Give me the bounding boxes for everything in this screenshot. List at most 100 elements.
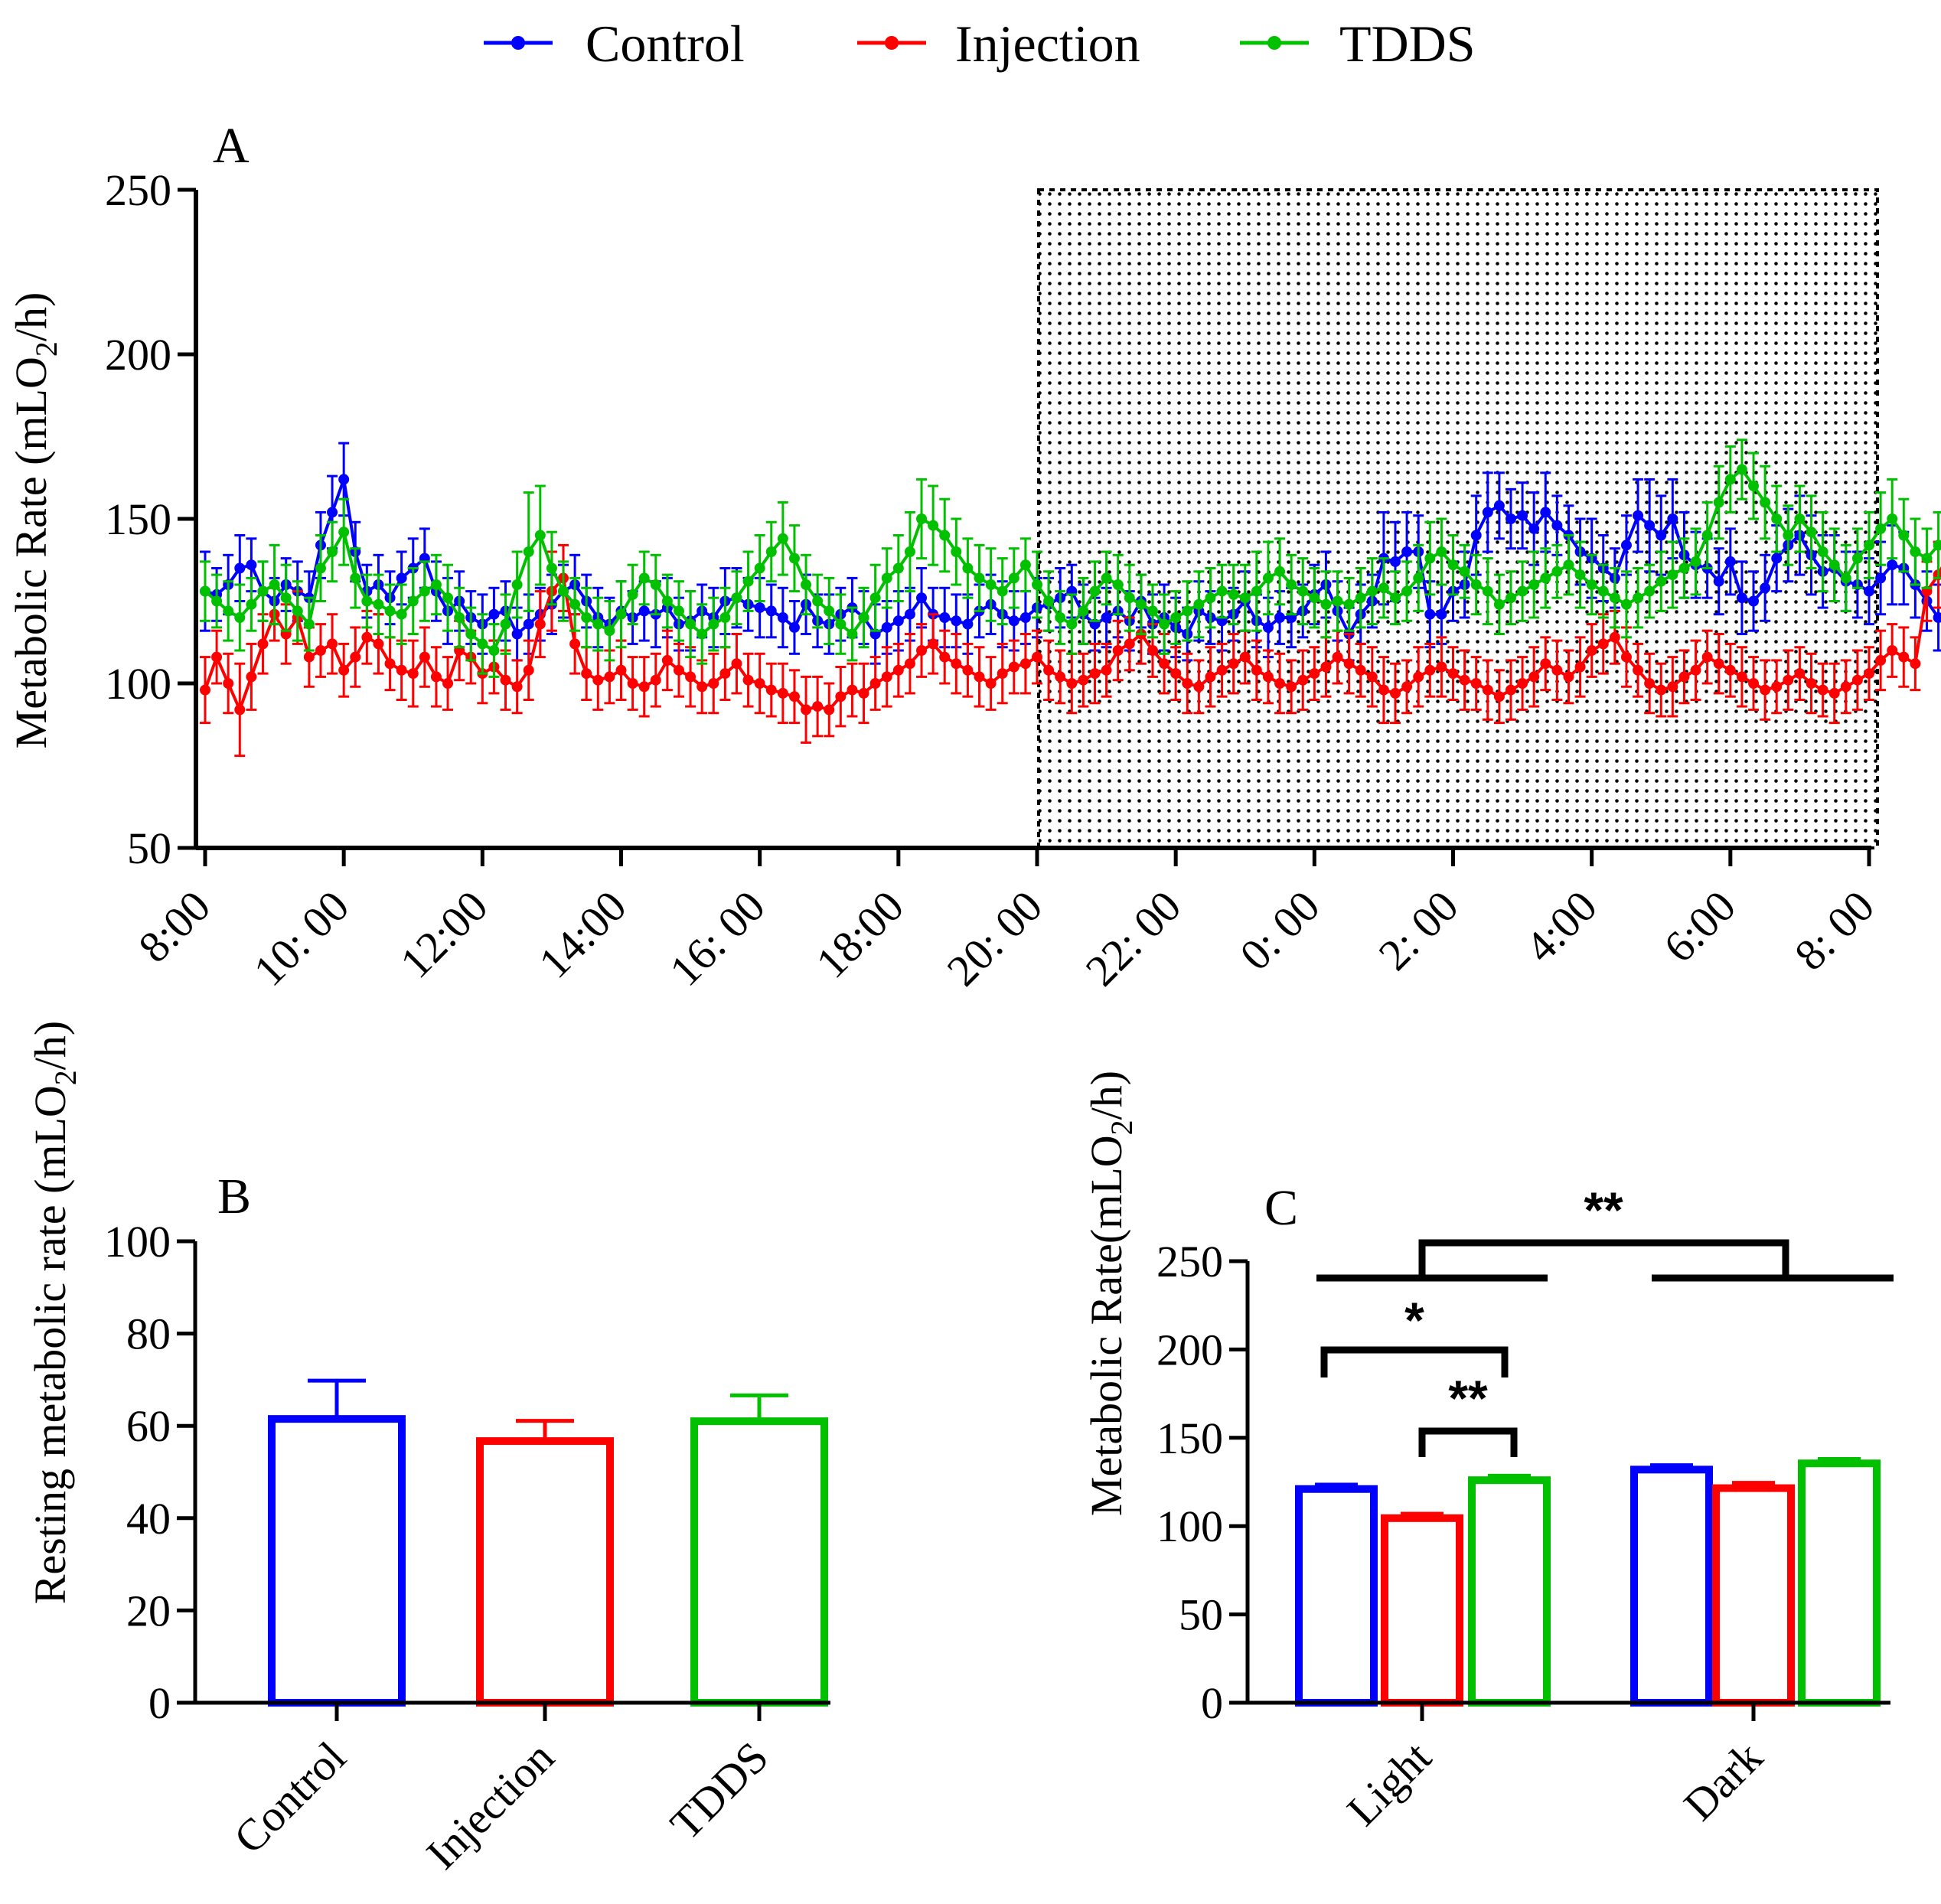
data-point-tdds [1251, 585, 1262, 597]
data-point-injection [1124, 638, 1135, 650]
data-point-tdds [1493, 598, 1505, 610]
data-point-tdds [638, 572, 650, 584]
data-point-injection [1262, 671, 1274, 683]
x-tick-label: TDDS [661, 1732, 778, 1849]
data-point-tdds [1887, 513, 1898, 524]
panel-c-ylabel: Metabolic Rate(mLO2/h) [1081, 1071, 1139, 1516]
data-point-control [1505, 513, 1516, 524]
data-point-injection [327, 638, 338, 650]
data-point-injection [1413, 671, 1424, 683]
data-point-tdds [1366, 585, 1378, 597]
data-point-tdds [1343, 598, 1355, 610]
panel-a-series [200, 439, 1941, 758]
x-tick-label: 16: 00 [660, 881, 775, 996]
data-point-injection [442, 678, 454, 689]
data-point-tdds [1066, 618, 1078, 630]
data-point-injection [1297, 674, 1309, 686]
data-point-control [1528, 523, 1540, 534]
data-point-control [1008, 615, 1019, 627]
data-point-tdds [1193, 598, 1205, 610]
data-point-tdds [1182, 605, 1193, 617]
data-point-injection [962, 664, 974, 676]
data-point-tdds [1840, 572, 1851, 584]
data-point-tdds [1898, 530, 1910, 541]
data-point-injection [396, 664, 407, 676]
data-point-tdds [465, 628, 477, 640]
data-point-control [1517, 510, 1528, 521]
data-point-tdds [361, 595, 373, 607]
data-point-injection [754, 678, 765, 689]
data-point-tdds [962, 562, 974, 574]
y-tick-label: 250 [1156, 1237, 1223, 1286]
significance-label: ** [1448, 1370, 1488, 1426]
data-point-injection [928, 638, 939, 650]
data-point-tdds [1828, 559, 1840, 571]
data-point-injection [696, 681, 708, 693]
data-point-tdds [430, 579, 442, 590]
data-point-tdds [558, 585, 569, 597]
data-point-injection [731, 658, 742, 670]
data-point-tdds [1817, 546, 1828, 557]
data-point-tdds [1355, 592, 1366, 604]
data-point-tdds [1112, 579, 1124, 590]
data-point-injection [1390, 687, 1401, 699]
data-point-injection [1528, 671, 1540, 683]
data-point-tdds [765, 546, 777, 557]
data-point-injection [1332, 651, 1343, 663]
data-point-tdds [777, 533, 788, 544]
data-point-control [1633, 510, 1644, 521]
data-point-tdds [1447, 559, 1459, 571]
data-point-tdds [1159, 618, 1170, 630]
data-point-injection [361, 631, 373, 643]
data-point-control [1540, 507, 1551, 518]
data-point-injection [523, 664, 534, 676]
y-tick-label: 0 [148, 1678, 171, 1728]
data-point-injection [1112, 645, 1124, 656]
data-point-injection [500, 674, 511, 686]
data-point-injection [1864, 668, 1874, 680]
data-point-tdds [661, 595, 673, 607]
data-point-tdds [200, 585, 210, 597]
data-point-tdds [1101, 572, 1112, 584]
x-tick-label: 18:00 [807, 881, 913, 987]
data-point-injection [1366, 671, 1378, 683]
data-point-tdds [939, 530, 951, 541]
data-point-injection [661, 654, 673, 666]
data-point-tdds [454, 612, 465, 623]
data-point-tdds [1401, 585, 1413, 597]
data-point-tdds [384, 605, 396, 617]
data-point-tdds [350, 572, 361, 584]
data-point-injection [1447, 668, 1459, 680]
data-point-injection [615, 664, 627, 676]
data-point-injection [869, 678, 881, 689]
data-point-tdds [257, 585, 269, 597]
x-tick-label: 4:00 [1515, 881, 1607, 972]
x-tick-label: 6:00 [1654, 881, 1745, 972]
data-point-injection [1551, 664, 1563, 676]
data-point-injection [407, 668, 419, 680]
data-point-tdds [315, 562, 326, 574]
data-point-tdds [592, 618, 604, 630]
data-point-tdds [951, 546, 962, 557]
data-point-control [1771, 553, 1783, 564]
data-point-injection [581, 668, 592, 680]
data-point-tdds [1748, 481, 1760, 491]
data-point-tdds [407, 595, 419, 607]
data-point-control [1713, 575, 1724, 587]
data-point-tdds [627, 588, 638, 600]
x-tick-label: 8: 00 [1785, 881, 1884, 980]
bracket-light-vs-dark [1418, 1239, 1789, 1278]
data-point-injection [1505, 684, 1516, 696]
data-point-injection [1066, 678, 1078, 689]
series-line-injection [204, 566, 1941, 714]
data-point-tdds [1309, 592, 1320, 604]
x-tick-label: Light [1337, 1732, 1440, 1835]
data-point-tdds [1644, 585, 1656, 597]
data-point-tdds [1551, 566, 1563, 577]
data-point-control [1482, 507, 1493, 518]
data-point-injection [673, 664, 684, 676]
data-point-tdds [534, 530, 546, 541]
data-point-injection [708, 678, 719, 689]
data-point-injection [511, 681, 523, 693]
